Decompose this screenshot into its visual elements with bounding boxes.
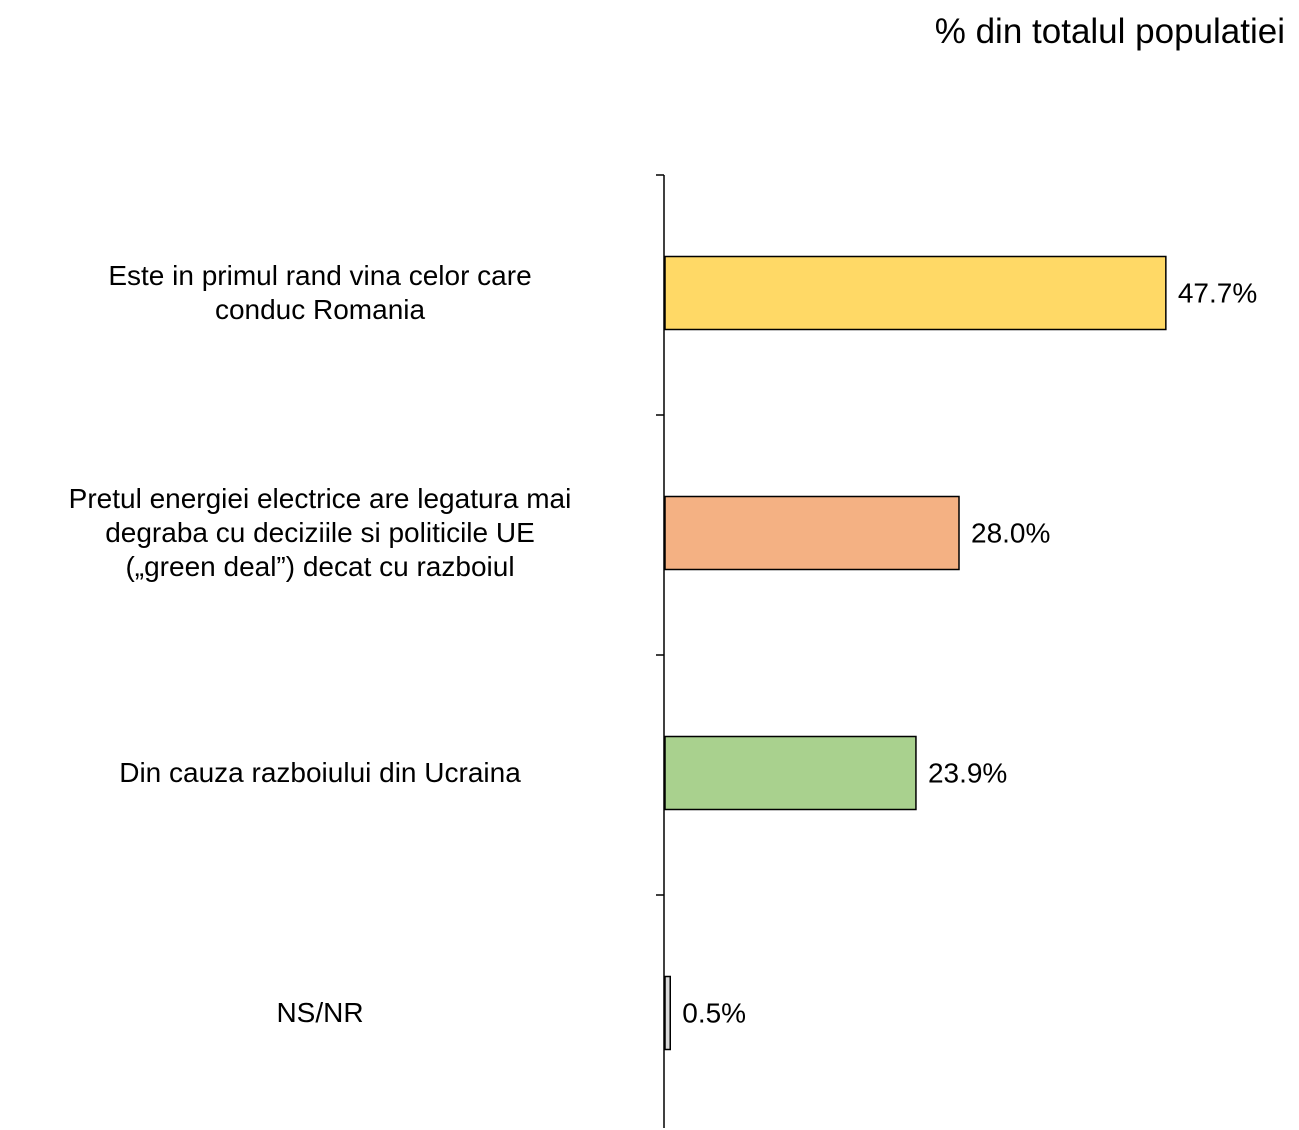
category-label: NS/NR [276, 997, 364, 1028]
value-label: 47.7% [1178, 277, 1257, 308]
category-label: Este in primul rand vina celor care cond… [108, 260, 532, 325]
value-label: 0.5% [682, 997, 746, 1028]
bar [664, 255, 1167, 331]
chart-title: % din totalul populatiei [934, 12, 1285, 51]
category-label: Pretul energiei electrice are legatura m… [68, 483, 572, 582]
bar [664, 975, 671, 1051]
value-label: 23.9% [928, 757, 1007, 788]
bar [664, 735, 917, 811]
bar [664, 495, 960, 571]
value-label: 28.0% [971, 517, 1050, 548]
category-label: Din cauza razboiului din Ucraina [119, 757, 521, 788]
